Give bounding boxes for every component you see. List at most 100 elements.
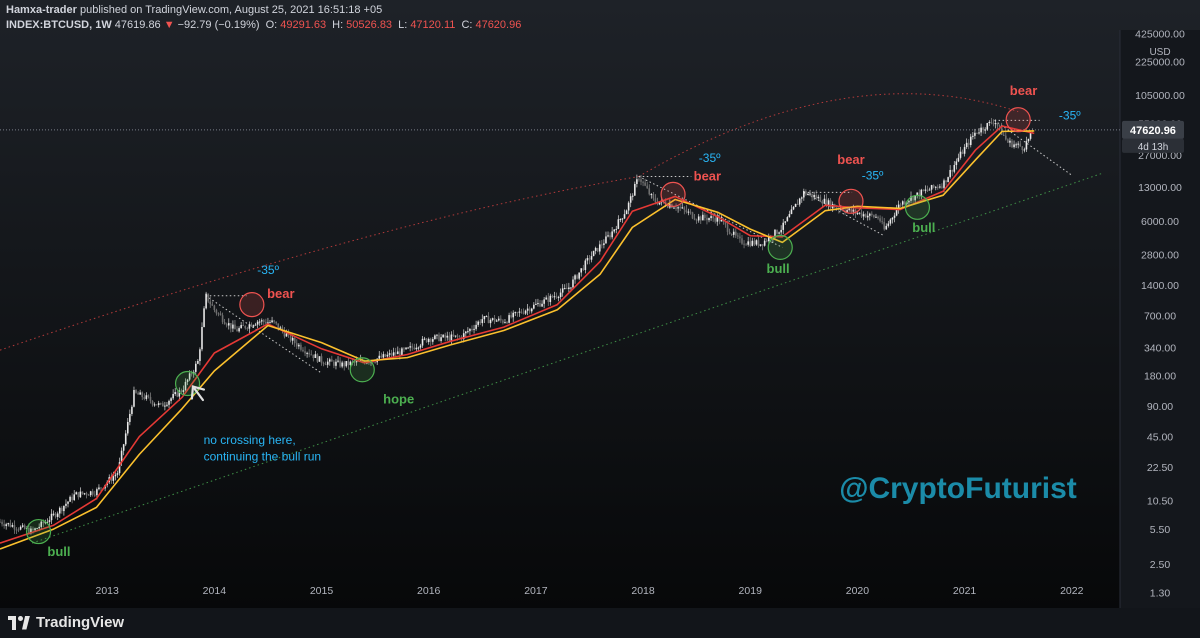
y-tick-label: 5.50 [1150, 524, 1171, 536]
candle-body [786, 217, 789, 222]
candle-body [333, 361, 335, 366]
candle-body [15, 529, 18, 531]
candle-body [1007, 139, 1009, 143]
high-label: H: [332, 19, 344, 31]
publisher-name[interactable]: Hamxa-trader [6, 4, 77, 16]
candle-body [782, 222, 785, 230]
y-tick-label: 45.00 [1147, 432, 1173, 444]
bear-cross-circle [838, 188, 864, 214]
last-price-tag[interactable] [1122, 120, 1184, 139]
candle-body [67, 501, 69, 504]
candle-body [285, 333, 288, 337]
candle-body [479, 321, 482, 324]
candle-body [947, 177, 949, 183]
y-tick-label: 225000.00 [1135, 56, 1185, 68]
candle-body [518, 311, 521, 313]
last-price: 47619.86 [114, 19, 161, 31]
candle-body [504, 322, 506, 324]
symbol-label[interactable]: INDEX:BTCUSD, 1W [6, 19, 112, 31]
candle-body [213, 305, 216, 311]
x-tick-label: 2019 [739, 585, 763, 597]
candle-body [530, 308, 533, 312]
candle-body [1019, 143, 1022, 147]
candle-body [712, 216, 714, 219]
y-tick-label: 10.50 [1147, 496, 1173, 508]
candle-body [380, 355, 383, 358]
candle-body [716, 216, 719, 222]
candle-body [836, 207, 838, 209]
candle-body [203, 308, 205, 328]
candle-body [1000, 125, 1003, 135]
candle-body [339, 360, 341, 367]
candle-body [71, 496, 73, 501]
candle-body [201, 327, 203, 350]
candle-body [745, 244, 747, 246]
candle-body [137, 392, 139, 395]
candle-body [405, 347, 407, 350]
y-tick-label: 1400.00 [1141, 280, 1179, 292]
candle-body [912, 196, 914, 201]
candle-body [448, 335, 451, 341]
candle-body [732, 231, 735, 235]
candle-body [763, 240, 766, 246]
publish-line: Hamxa-trader published on TradingView.co… [6, 3, 524, 18]
candle-body [427, 338, 430, 343]
candle-body [578, 272, 580, 279]
y-tick-label: 90.00 [1147, 401, 1173, 413]
candle-body [961, 151, 964, 154]
candle-body [858, 212, 861, 214]
candle-body [415, 347, 418, 350]
candle-body [331, 359, 333, 362]
candle-body [974, 132, 976, 136]
candle-body [225, 324, 228, 326]
x-tick-label: 2017 [524, 585, 548, 597]
candle-body [151, 400, 154, 405]
candle-body [910, 196, 912, 201]
candle-body [866, 215, 869, 218]
candle-body [502, 320, 504, 323]
candle-body [978, 132, 980, 134]
candle-body [462, 333, 465, 340]
candle-body [407, 347, 409, 349]
y-tick-label: 425000.00 [1135, 28, 1185, 40]
candle-body [695, 219, 698, 221]
candle-body [765, 240, 768, 242]
candle-body [807, 194, 809, 196]
candle-body [456, 335, 459, 337]
candle-body [1023, 149, 1026, 151]
candle-body [281, 327, 284, 331]
candle-body [423, 338, 426, 340]
y-tick-label: 6000.00 [1141, 216, 1179, 228]
candle-body [609, 235, 611, 238]
candle-body [856, 213, 859, 215]
candle-body [895, 209, 898, 216]
candle-body [992, 123, 995, 125]
candle-body [908, 200, 910, 203]
candle-body [510, 315, 512, 318]
candles[interactable] [0, 117, 1034, 535]
candle-body [506, 322, 508, 324]
candle-body [219, 313, 222, 316]
candle-body [963, 147, 966, 154]
candle-body [1029, 132, 1032, 139]
candle-body [737, 235, 739, 237]
candle-body [238, 328, 240, 332]
candle-body [489, 319, 492, 324]
candle-body [1015, 144, 1017, 146]
candle-body [889, 219, 892, 224]
candle-body [166, 404, 168, 406]
ema-fast-line [0, 125, 1035, 544]
candle-body [901, 201, 904, 205]
candle-body [419, 345, 422, 348]
countdown-tag-label: 4d 13h [1138, 142, 1169, 153]
tradingview-brand[interactable]: TradingView [8, 614, 124, 631]
candle-body [7, 523, 10, 525]
bear-cross-circle [1005, 107, 1031, 133]
close-value: 47620.96 [475, 19, 522, 31]
candle-body [920, 189, 923, 197]
candle-body [972, 135, 974, 137]
down-arrow-icon: ▼ [163, 19, 175, 31]
candle-body [619, 219, 622, 221]
candle-body [568, 287, 570, 290]
